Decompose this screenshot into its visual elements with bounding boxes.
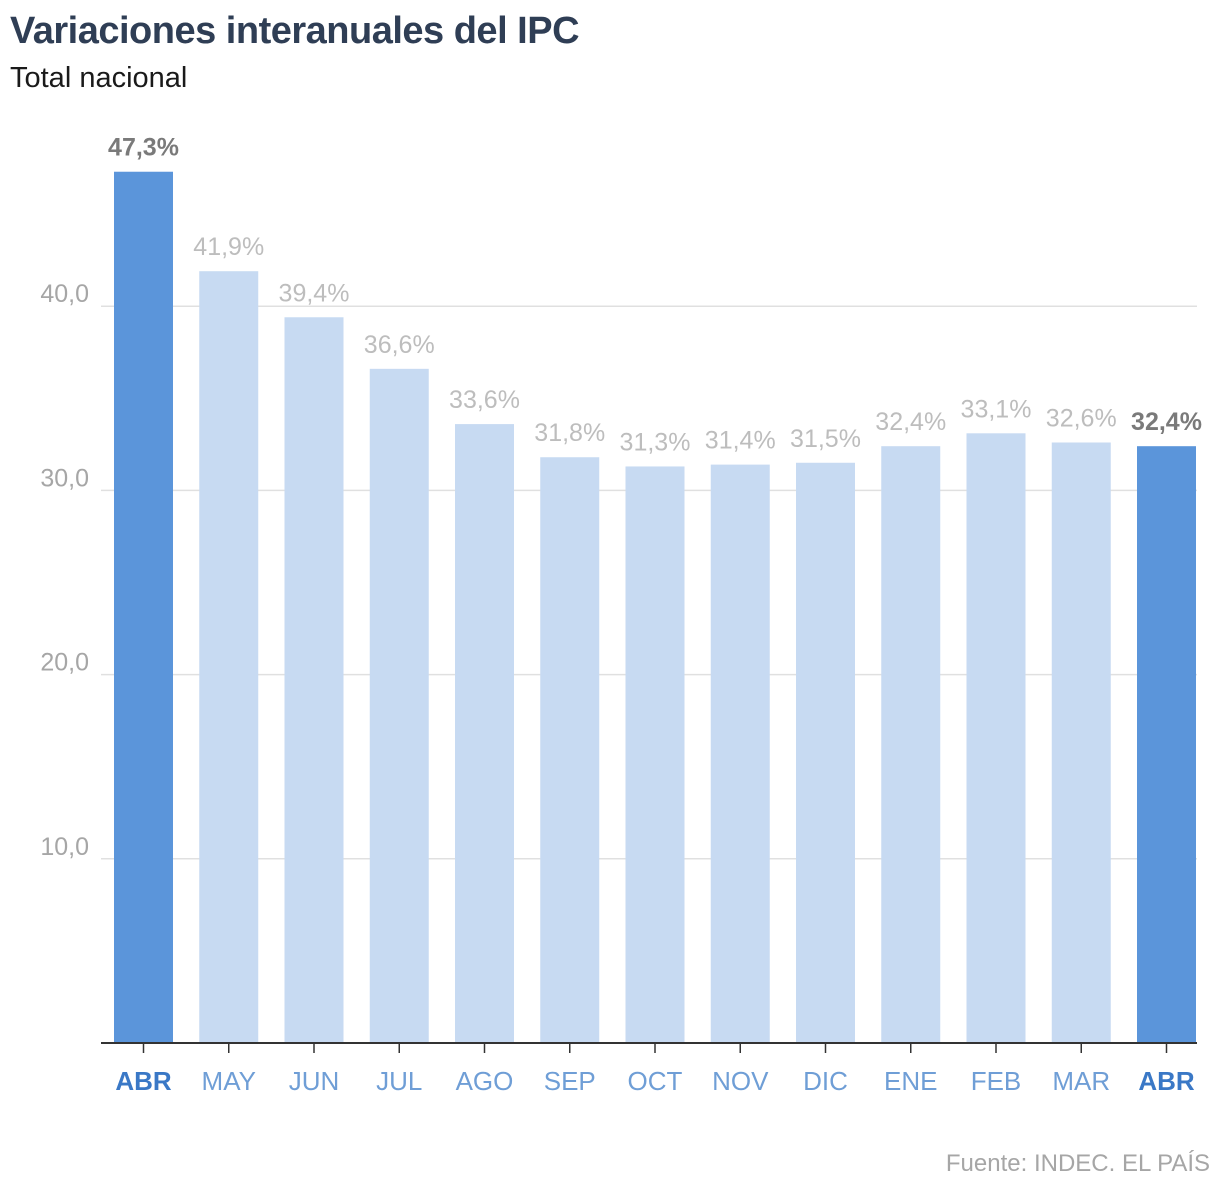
- x-tick-label: ABR: [1138, 1066, 1195, 1096]
- data-label: 47,3%: [108, 134, 179, 162]
- data-label: 32,4%: [875, 408, 946, 436]
- x-tick-label: JUL: [376, 1066, 422, 1096]
- data-label: 32,4%: [1131, 408, 1202, 436]
- bar: [1051, 442, 1111, 1043]
- y-tick-label: 30,0: [40, 464, 89, 492]
- x-tick-label: OCT: [628, 1066, 683, 1096]
- y-tick-label: 10,0: [40, 833, 89, 861]
- data-label: 31,4%: [705, 427, 776, 455]
- data-label: 41,9%: [193, 233, 264, 261]
- x-axis: ABR MAY JUN JUL AGO SEP OCT NOV DIC ENE FEB MAR ABR: [101, 1042, 1197, 1096]
- data-label: 36,6%: [364, 331, 435, 359]
- bar: [1137, 446, 1196, 1043]
- x-tick-label: ENE: [884, 1066, 937, 1096]
- x-tick-label: SEP: [544, 1066, 596, 1096]
- source-note: Fuente: INDEC. EL PAÍS: [945, 1150, 1210, 1177]
- bar: [540, 457, 600, 1043]
- chart-subtitle: Total nacional: [10, 62, 188, 94]
- data-label: 33,6%: [449, 386, 520, 414]
- bar: [966, 433, 1026, 1044]
- bar: [455, 424, 514, 1043]
- x-tick-label: MAY: [202, 1066, 256, 1096]
- data-label: 31,5%: [790, 425, 861, 453]
- bar: [796, 462, 855, 1043]
- y-tick-label: 40,0: [40, 280, 89, 308]
- y-tick-label: 20,0: [40, 649, 89, 677]
- data-label: 31,8%: [534, 419, 605, 447]
- data-label: 32,6%: [1046, 405, 1117, 433]
- x-tick-label: MAR: [1052, 1066, 1110, 1096]
- bar: [625, 466, 685, 1044]
- data-label: 39,4%: [279, 279, 350, 307]
- x-tick-label: NOV: [712, 1066, 769, 1096]
- x-tick-label: AGO: [456, 1066, 514, 1096]
- chart-title: Variaciones interanuales del IPC: [10, 10, 580, 52]
- bar: [284, 317, 344, 1043]
- bar: [369, 368, 429, 1043]
- bar: [114, 171, 173, 1043]
- bar: [881, 446, 941, 1043]
- x-tick-label: ABR: [115, 1066, 172, 1096]
- data-label: 33,1%: [961, 395, 1032, 423]
- x-tick-label: DIC: [803, 1066, 848, 1096]
- bar: [199, 271, 259, 1043]
- x-tick-label: FEB: [971, 1066, 1022, 1096]
- data-labels-layer: 47,3% 41,9% 39,4% 36,6% 33,6% 31,8% 31,3% 31,4%…: [108, 134, 1202, 457]
- bar: [710, 464, 770, 1043]
- bars-layer: [114, 171, 1196, 1044]
- data-label: 31,3%: [620, 428, 691, 456]
- x-tick-label: JUN: [289, 1066, 340, 1096]
